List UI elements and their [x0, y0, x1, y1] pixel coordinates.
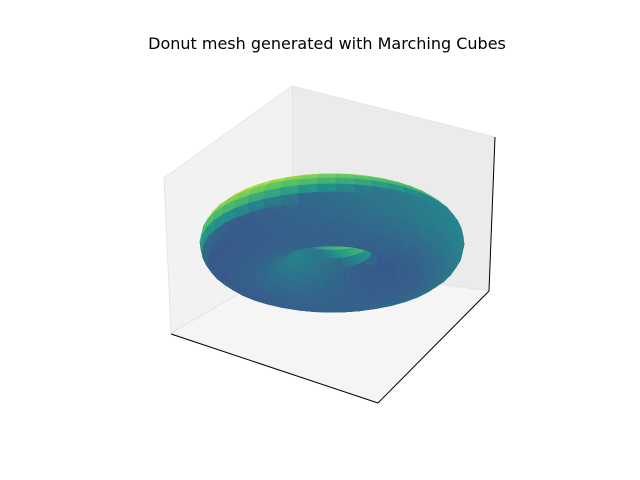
x-axis-line: [170, 333, 379, 404]
z-axis-line: [488, 136, 496, 292]
y-axis-line: [377, 290, 490, 404]
mesh-face: [299, 175, 318, 180]
torus-surface: [199, 173, 465, 313]
chart-title: Donut mesh generated with Marching Cubes: [148, 34, 506, 53]
mesh-face: [282, 178, 301, 186]
